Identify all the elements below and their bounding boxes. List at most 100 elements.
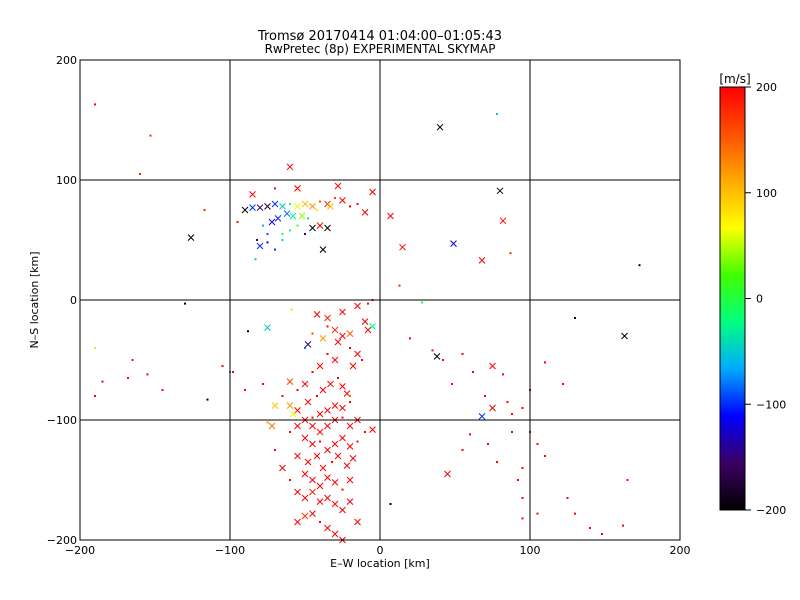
data-point-dot bbox=[289, 203, 291, 205]
data-point-dot bbox=[451, 383, 453, 385]
data-point-dot bbox=[94, 395, 96, 397]
data-point-cross bbox=[309, 440, 316, 448]
data-point-cross bbox=[319, 246, 327, 253]
data-point-cross bbox=[319, 386, 327, 394]
data-point-cross bbox=[309, 422, 316, 430]
data-point-cross bbox=[334, 338, 342, 346]
data-point-dot bbox=[398, 284, 401, 287]
data-point-cross bbox=[489, 362, 496, 370]
data-point-cross bbox=[298, 212, 306, 220]
data-point-cross bbox=[343, 462, 351, 469]
x-axis-ticks: −200 −100 0 100 200 bbox=[65, 544, 691, 557]
data-point-dot bbox=[262, 383, 264, 385]
data-point-cross bbox=[339, 404, 346, 412]
data-point-dot bbox=[281, 395, 284, 397]
x-tick-label: 100 bbox=[520, 544, 541, 557]
data-point-dot bbox=[319, 521, 321, 523]
data-point-dot bbox=[356, 440, 359, 443]
data-point-cross bbox=[436, 123, 444, 131]
data-point-dot bbox=[461, 353, 464, 355]
data-point-cross bbox=[294, 452, 301, 460]
data-point-dot bbox=[304, 347, 306, 349]
data-point-dot bbox=[638, 264, 641, 267]
data-point-dot bbox=[536, 512, 539, 515]
data-point-dot bbox=[161, 389, 164, 391]
data-point-dot bbox=[409, 337, 411, 340]
x-tick-label: −200 bbox=[65, 544, 95, 557]
data-points bbox=[94, 103, 641, 544]
data-point-cross bbox=[369, 323, 376, 330]
data-point-dot bbox=[316, 395, 318, 397]
data-point-cross bbox=[309, 476, 316, 484]
data-point-cross bbox=[324, 446, 331, 454]
data-point-dot bbox=[94, 347, 96, 349]
data-point-cross bbox=[327, 203, 334, 210]
data-point-dot bbox=[311, 416, 314, 419]
colorbar bbox=[719, 86, 746, 511]
data-point-cross bbox=[324, 407, 331, 414]
data-point-cross bbox=[249, 204, 256, 211]
data-point-dot bbox=[281, 233, 284, 235]
data-point-cross bbox=[316, 498, 324, 505]
data-point-cross bbox=[316, 482, 324, 490]
data-point-dot bbox=[274, 449, 276, 451]
y-tick-label: 0 bbox=[70, 294, 77, 307]
data-point-cross bbox=[499, 217, 507, 225]
data-point-cross bbox=[346, 476, 354, 484]
data-point-dot bbox=[319, 440, 321, 443]
data-point-dot bbox=[461, 449, 464, 451]
data-point-dot bbox=[334, 197, 336, 199]
data-point-dot bbox=[622, 524, 624, 527]
data-point-cross bbox=[478, 257, 486, 264]
data-point-cross bbox=[399, 243, 406, 251]
colorbar-tick-label: 100 bbox=[756, 187, 777, 200]
data-point-dot bbox=[431, 349, 434, 352]
data-point-cross bbox=[187, 234, 195, 241]
data-point-dot bbox=[244, 389, 246, 391]
data-point-cross bbox=[271, 200, 279, 208]
data-point-dot bbox=[262, 224, 264, 227]
chart-title: Tromsø 20170414 01:04:00–01:05:43 bbox=[257, 29, 502, 44]
y-axis-ticks: −200 −100 0 100 200 bbox=[47, 54, 77, 547]
data-point-cross bbox=[339, 434, 346, 442]
data-point-cross bbox=[286, 378, 294, 385]
data-point-cross bbox=[489, 404, 496, 412]
data-point-cross bbox=[249, 191, 256, 198]
data-point-dot bbox=[626, 479, 629, 481]
data-point-dot bbox=[361, 359, 363, 361]
colorbar-tick-label: −100 bbox=[756, 398, 786, 411]
data-point-dot bbox=[496, 461, 498, 463]
data-point-dot bbox=[296, 389, 299, 391]
data-point-dot bbox=[236, 221, 239, 223]
data-point-cross bbox=[301, 380, 309, 388]
x-tick-label: −100 bbox=[215, 544, 245, 557]
y-tick-label: 100 bbox=[56, 174, 77, 187]
data-point-dot bbox=[266, 421, 269, 424]
data-point-cross bbox=[339, 383, 346, 390]
data-point-dot bbox=[94, 103, 96, 106]
data-point-cross bbox=[478, 413, 486, 420]
data-point-dot bbox=[326, 325, 329, 328]
data-point-cross bbox=[331, 326, 339, 334]
data-point-cross bbox=[283, 210, 291, 217]
data-point-cross bbox=[354, 518, 361, 526]
data-point-cross bbox=[319, 335, 327, 342]
data-point-dot bbox=[544, 455, 546, 457]
colorbar-ticks: 200 100 0 −100 −200 bbox=[745, 81, 786, 517]
colorbar-tick-label: 0 bbox=[756, 293, 763, 306]
data-point-cross bbox=[304, 398, 312, 406]
data-point-dot bbox=[421, 301, 423, 304]
data-point-dot bbox=[304, 233, 306, 235]
data-point-cross bbox=[294, 488, 301, 496]
data-point-cross bbox=[279, 464, 286, 472]
data-point-cross bbox=[354, 302, 361, 310]
data-point-cross bbox=[316, 222, 324, 229]
data-point-cross bbox=[324, 224, 331, 232]
x-tick-label: 0 bbox=[377, 544, 384, 557]
data-point-dot bbox=[536, 443, 539, 445]
data-point-cross bbox=[450, 240, 457, 247]
data-point-dot bbox=[517, 479, 519, 481]
data-point-dot bbox=[101, 380, 104, 383]
data-point-cross bbox=[339, 308, 346, 316]
data-point-cross bbox=[256, 242, 264, 250]
